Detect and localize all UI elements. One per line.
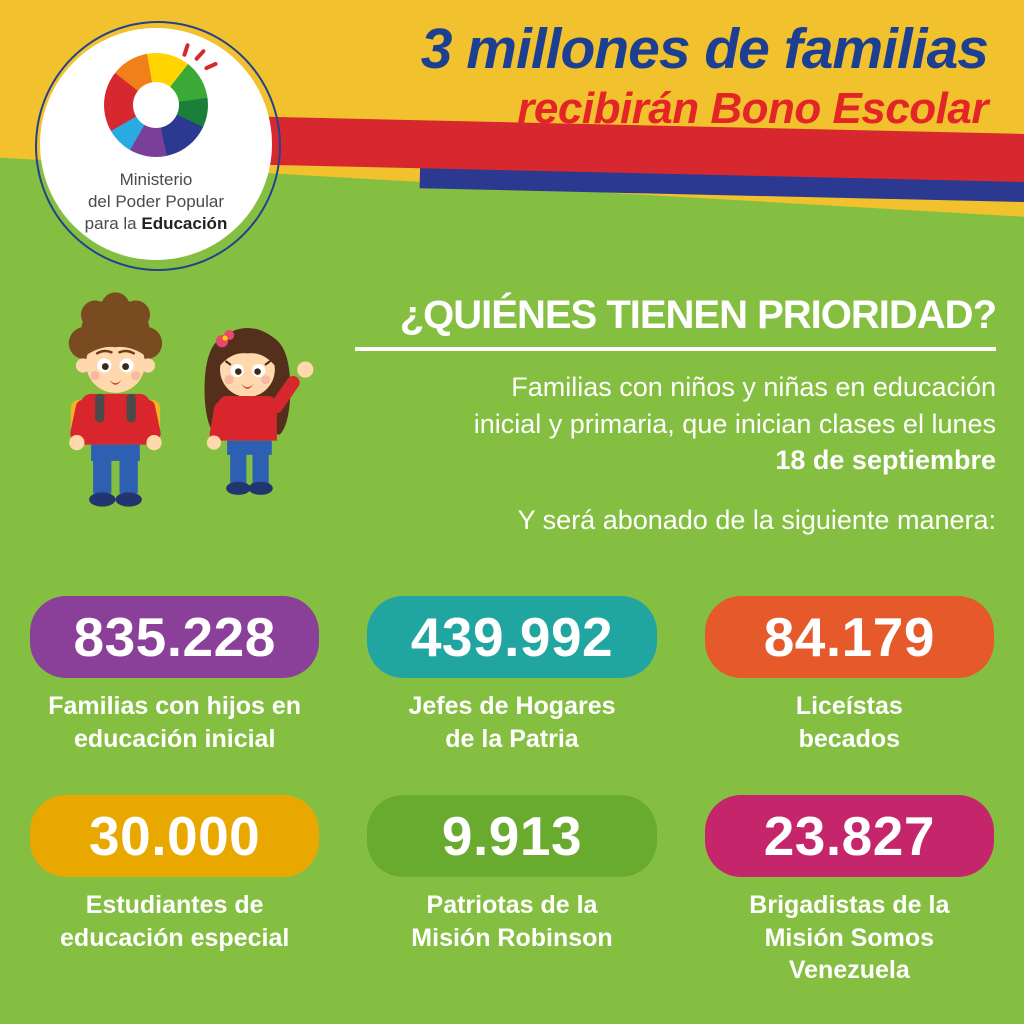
priority-section: ¿QUIÉNES TIENEN PRIORIDAD? Familias con … bbox=[355, 293, 997, 536]
boy-figure bbox=[68, 292, 163, 507]
priority-line2: inicial y primaria, que inician clases e… bbox=[473, 408, 996, 439]
stat-value-badge: 439.992 bbox=[367, 596, 657, 678]
stat-item-liceistas: 84.179 Liceístas becados bbox=[704, 596, 994, 755]
stat-label: Brigadistas de la Misión Somos Venezuela bbox=[749, 891, 950, 984]
stat-value-badge: 835.228 bbox=[30, 596, 320, 678]
stat-value-badge: 9.913 bbox=[367, 795, 657, 877]
priority-heading: ¿QUIÉNES TIENEN PRIORIDAD? bbox=[399, 293, 997, 337]
children-illustration bbox=[18, 280, 353, 585]
subtitle: recibirán Bono Escolar bbox=[517, 83, 988, 133]
stat-item-familias-inicial: 835.228 Familias con hijos en educación … bbox=[30, 596, 320, 755]
priority-line1: Familias con niños y niñas en educación bbox=[511, 372, 996, 402]
stat-item-educacion-especial: 30.000 Estudiantes de educación especial bbox=[30, 795, 320, 987]
priority-date: 18 de septiembre bbox=[775, 445, 996, 476]
education-donut-icon bbox=[104, 42, 219, 157]
stat-label: Estudiantes de educación especial bbox=[60, 891, 290, 952]
girl-figure bbox=[204, 327, 314, 495]
stat-value-badge: 84.179 bbox=[704, 596, 994, 678]
header-titles: 3 millones de familias recibirán Bono Es… bbox=[420, 17, 989, 134]
stat-label: Liceístas becados bbox=[795, 692, 903, 753]
ministry-logo: Ministerio del Poder Popular para la Edu… bbox=[35, 21, 281, 271]
stat-item-mision-robinson: 9.913 Patriotas de la Misión Robinson bbox=[367, 795, 657, 987]
stat-item-jefes-hogares: 439.992 Jefes de Hogares de la Patria bbox=[367, 596, 657, 755]
stats-grid: 835.228 Familias con hijos en educación … bbox=[30, 596, 994, 987]
children-illustration-svg bbox=[68, 292, 314, 507]
stat-label: Familias con hijos en educación inicial bbox=[48, 692, 302, 753]
logo-outer-ring bbox=[35, 21, 281, 271]
heading-underline bbox=[355, 347, 996, 351]
priority-body: Familias con niños y niñas en educación … bbox=[355, 369, 996, 479]
stat-value-badge: 23.827 bbox=[704, 795, 994, 877]
stat-value-badge: 30.000 bbox=[30, 795, 320, 877]
stat-label: Jefes de Hogares de la Patria bbox=[408, 692, 616, 753]
stat-item-somos-venezuela: 23.827 Brigadistas de la Misión Somos Ve… bbox=[704, 795, 994, 987]
stat-label: Patriotas de la Misión Robinson bbox=[411, 891, 613, 952]
main-title: 3 millones de familias bbox=[420, 17, 989, 81]
priority-followup: Y será abonado de la siguiente manera: bbox=[517, 505, 996, 536]
